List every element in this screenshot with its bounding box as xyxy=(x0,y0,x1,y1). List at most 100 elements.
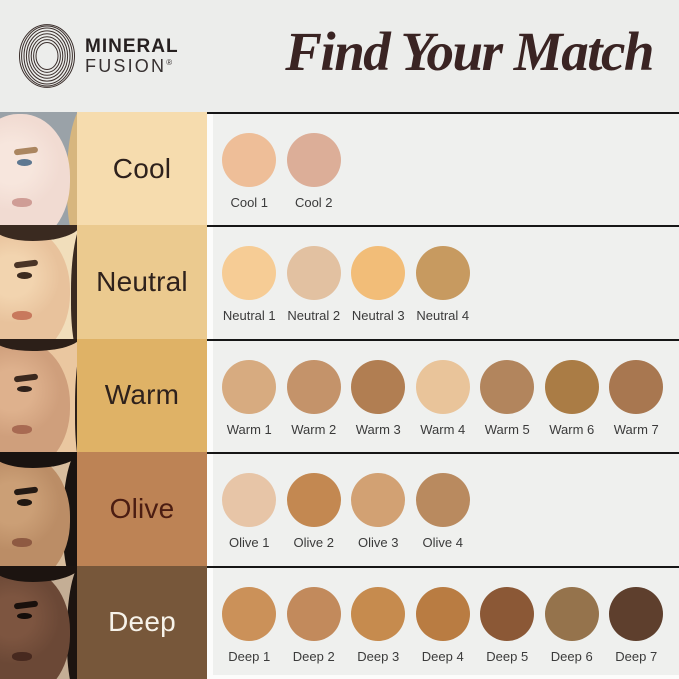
swatch-neutral-1[interactable]: Neutral 1 xyxy=(217,246,282,323)
swatch-circle-deep-3[interactable] xyxy=(351,586,406,641)
swatch-circle-cool-1[interactable] xyxy=(222,133,277,187)
model-photo-deep xyxy=(0,565,77,679)
category-label-box-deep: Deep xyxy=(77,565,207,679)
eye-shape xyxy=(17,499,32,506)
swatch-circle-neutral-4[interactable] xyxy=(415,246,470,301)
swatch-warm-6[interactable]: Warm 6 xyxy=(540,359,605,437)
panel-divider-gap xyxy=(207,567,213,675)
shade-row-warm: Warm Warm 1 Warm 2 Warm 3 War xyxy=(0,338,679,453)
panel-divider-gap xyxy=(207,340,213,453)
category-label-warm: Warm xyxy=(104,379,180,411)
swatch-circle-warm-6[interactable] xyxy=(544,359,599,414)
swatch-deep-6[interactable]: Deep 6 xyxy=(540,586,605,664)
hairline-shape xyxy=(0,225,77,242)
swatch-cool-2[interactable]: Cool 2 xyxy=(282,133,347,210)
model-photo-cool xyxy=(0,112,77,226)
swatch-warm-4[interactable]: Warm 4 xyxy=(411,359,476,437)
swatch-panel-warm: Warm 1 Warm 2 Warm 3 Warm 4 Warm 5 xyxy=(207,338,679,453)
category-label-deep: Deep xyxy=(108,606,176,638)
eye-shape xyxy=(17,272,32,279)
swatch-name: Warm 6 xyxy=(549,421,595,437)
swatch-circle-warm-2[interactable] xyxy=(286,359,341,414)
face-shape xyxy=(0,454,70,566)
swatch-circle-warm-4[interactable] xyxy=(415,359,470,414)
swatch-circle-deep-2[interactable] xyxy=(286,586,341,641)
swatch-name: Warm 7 xyxy=(613,421,659,437)
shade-row-deep: Deep Deep 1 Deep 2 Deep 3 Dee xyxy=(0,565,679,679)
category-label-cool: Cool xyxy=(112,152,172,184)
swatch-cool-1[interactable]: Cool 1 xyxy=(217,133,282,210)
swatch-warm-2[interactable]: Warm 2 xyxy=(282,359,347,437)
swatch-deep-2[interactable]: Deep 2 xyxy=(282,586,347,664)
swatch-name: Neutral 3 xyxy=(351,308,405,324)
swatch-strip-neutral: Neutral 1 Neutral 2 Neutral 3 Neutral 4 xyxy=(213,227,679,339)
swatch-name: Cool 2 xyxy=(294,195,333,210)
eye-shape xyxy=(17,612,32,620)
swatch-name: Deep 4 xyxy=(421,648,464,664)
swatch-strip-warm: Warm 1 Warm 2 Warm 3 Warm 4 Warm 5 xyxy=(213,340,679,453)
swatch-circle-deep-6[interactable] xyxy=(544,586,599,641)
swatch-circle-warm-1[interactable] xyxy=(222,359,277,414)
swatch-name: Deep 5 xyxy=(486,648,529,664)
shade-row-olive: Olive Olive 1 Olive 2 Olive 3 xyxy=(0,452,679,566)
category-label-neutral: Neutral xyxy=(96,266,188,298)
swatch-name: Warm 3 xyxy=(355,421,401,437)
swatch-circle-olive-4[interactable] xyxy=(415,473,470,528)
registered-mark: ® xyxy=(166,57,173,67)
swatch-olive-4[interactable]: Olive 4 xyxy=(411,473,476,550)
swatch-olive-1[interactable]: Olive 1 xyxy=(217,473,282,550)
swatch-neutral-4[interactable]: Neutral 4 xyxy=(411,246,476,323)
swatch-name: Olive 3 xyxy=(358,535,399,551)
lips-shape xyxy=(12,424,32,434)
mineral-fusion-rings-icon xyxy=(19,24,75,88)
face-shape xyxy=(0,340,70,453)
model-photo-neutral xyxy=(0,225,77,339)
swatch-deep-1[interactable]: Deep 1 xyxy=(217,586,282,664)
category-label-box-warm: Warm xyxy=(77,338,207,453)
swatch-circle-olive-2[interactable] xyxy=(286,473,341,528)
category-label-box-olive: Olive xyxy=(77,452,207,566)
swatch-name: Deep 7 xyxy=(615,648,658,664)
lips-shape xyxy=(12,651,32,661)
swatch-name: Olive 1 xyxy=(229,535,270,551)
hair-shape xyxy=(67,112,77,226)
swatch-circle-cool-2[interactable] xyxy=(286,133,341,187)
swatch-deep-4[interactable]: Deep 4 xyxy=(411,586,476,664)
swatch-name: Warm 4 xyxy=(420,421,466,437)
swatch-circle-deep-5[interactable] xyxy=(480,586,535,641)
swatch-circle-deep-1[interactable] xyxy=(222,586,277,641)
swatch-neutral-3[interactable]: Neutral 3 xyxy=(346,246,411,323)
hairline-shape xyxy=(0,452,77,469)
swatch-deep-3[interactable]: Deep 3 xyxy=(346,586,411,664)
swatch-name: Neutral 4 xyxy=(416,308,470,324)
shade-row-cool: Cool Cool 1 Cool 2 xyxy=(0,112,679,226)
swatch-olive-2[interactable]: Olive 2 xyxy=(282,473,347,550)
swatch-olive-3[interactable]: Olive 3 xyxy=(346,473,411,550)
swatch-warm-1[interactable]: Warm 1 xyxy=(217,359,282,437)
category-label-box-cool: Cool xyxy=(77,112,207,226)
swatch-circle-neutral-1[interactable] xyxy=(222,246,277,301)
swatch-circle-neutral-2[interactable] xyxy=(286,246,341,301)
swatch-deep-7[interactable]: Deep 7 xyxy=(604,586,669,664)
swatch-warm-3[interactable]: Warm 3 xyxy=(346,359,411,437)
swatch-deep-5[interactable]: Deep 5 xyxy=(475,586,540,664)
swatch-circle-olive-1[interactable] xyxy=(222,473,277,528)
swatch-circle-warm-3[interactable] xyxy=(351,359,406,414)
swatch-neutral-2[interactable]: Neutral 2 xyxy=(282,246,347,323)
hairline-shape xyxy=(0,565,77,582)
brand-wordmark: MINERAL FUSION® xyxy=(85,37,179,75)
swatch-strip-deep: Deep 1 Deep 2 Deep 3 Deep 4 Deep 5 xyxy=(213,567,679,675)
swatch-circle-olive-3[interactable] xyxy=(351,473,406,528)
swatch-panel-olive: Olive 1 Olive 2 Olive 3 Olive 4 xyxy=(207,452,679,566)
swatch-circle-deep-7[interactable] xyxy=(609,586,664,641)
face-shape xyxy=(0,114,70,226)
swatch-circle-warm-7[interactable] xyxy=(609,359,664,414)
swatch-circle-deep-4[interactable] xyxy=(415,586,470,641)
panel-divider-gap xyxy=(207,114,213,226)
swatch-panel-neutral: Neutral 1 Neutral 2 Neutral 3 Neutral 4 xyxy=(207,225,679,339)
swatch-warm-7[interactable]: Warm 7 xyxy=(604,359,669,437)
swatch-circle-neutral-3[interactable] xyxy=(351,246,406,301)
swatch-circle-warm-5[interactable] xyxy=(480,359,535,414)
swatch-warm-5[interactable]: Warm 5 xyxy=(475,359,540,437)
hair-shape xyxy=(67,565,77,679)
